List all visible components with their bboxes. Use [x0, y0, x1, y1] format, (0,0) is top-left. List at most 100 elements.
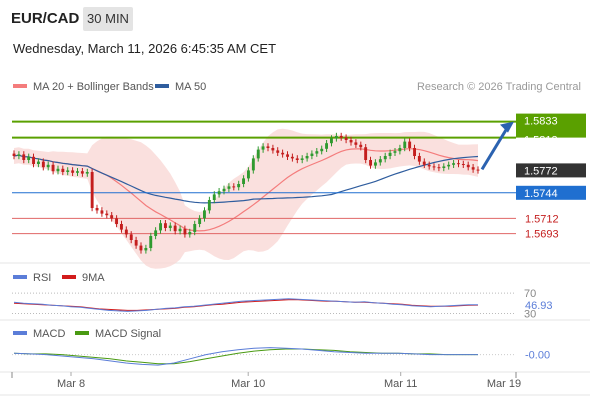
candle-body	[432, 166, 436, 168]
candle-body	[139, 245, 143, 251]
candle-body	[305, 156, 309, 159]
legend-swatch-9ma	[62, 275, 76, 279]
candle-body	[120, 224, 123, 230]
candle-body	[61, 168, 65, 172]
candle-body	[27, 156, 31, 160]
candle-body	[66, 170, 70, 172]
datetime-label: Wednesday, March 11, 2026 6:45:35 AM CET	[13, 41, 277, 56]
candle-body	[330, 138, 333, 144]
candle-body	[457, 163, 460, 165]
candle-body	[173, 225, 177, 232]
candle-body	[466, 164, 470, 168]
candle-body	[124, 229, 128, 235]
legend-swatch-ma20	[13, 84, 27, 88]
candle-body	[144, 248, 148, 251]
candle-body	[56, 168, 60, 172]
candle-body	[41, 161, 45, 168]
candle-body	[17, 154, 21, 156]
rsi-last-label: 46.93	[525, 300, 553, 312]
legend-macd-label: MACD	[33, 328, 65, 340]
candle-body	[334, 136, 338, 139]
candle-body	[447, 164, 451, 167]
forecast-arrow	[480, 125, 510, 171]
candle-body	[188, 232, 192, 235]
candle-body	[76, 171, 79, 173]
candle-body	[403, 141, 407, 148]
candle-body	[154, 230, 158, 236]
candle-body	[349, 140, 353, 143]
legend-rsi-label: RSI	[33, 272, 51, 284]
candle-body	[115, 218, 118, 224]
candle-body	[383, 156, 387, 160]
candle-body	[256, 149, 260, 159]
candle-body	[471, 167, 475, 170]
candle-body	[232, 186, 236, 188]
legend-ma20-label: MA 20 + Bollinger Bands	[33, 81, 154, 93]
candle-body	[164, 223, 167, 228]
x-tick-label: Mar 10	[231, 378, 265, 390]
candle-body	[110, 215, 114, 219]
candle-body	[168, 225, 172, 228]
ma50-level-box	[516, 185, 586, 200]
legend-swatch-macd-signal	[75, 331, 89, 335]
candle-body	[476, 169, 480, 171]
legend-swatch-macd	[13, 331, 27, 335]
candle-body	[364, 147, 368, 160]
candle-body	[129, 234, 133, 240]
candle-body	[90, 172, 94, 208]
candle-body	[212, 194, 216, 200]
rsi-level-label: 70	[524, 288, 536, 300]
timeframe-button[interactable]: 30 MIN	[83, 7, 133, 31]
candle-body	[222, 188, 226, 192]
legend-swatch-ma50	[155, 84, 169, 88]
rsi-level-label: 30	[524, 309, 536, 321]
support-label-1.5712: 1.5712	[525, 213, 559, 225]
candle-body	[178, 228, 182, 232]
candle-body	[100, 210, 104, 214]
ma50-line	[13, 154, 479, 204]
candle-body	[388, 152, 392, 156]
price-panel: 1.5833 1.5813 1.5772 1.5744 1.5712 1.5693	[12, 113, 586, 269]
candle-body	[320, 148, 324, 152]
candle-body	[437, 167, 441, 169]
candle-body	[422, 161, 426, 165]
candle-body	[325, 143, 328, 149]
pivot-label-box	[516, 113, 586, 138]
candle-body	[315, 151, 319, 154]
candle-body	[207, 200, 211, 211]
candle-body	[310, 153, 314, 156]
candle-body	[276, 150, 280, 153]
candle-body	[295, 158, 299, 160]
candle-body	[51, 164, 55, 172]
candle-body	[237, 184, 241, 188]
macd-signal-line	[13, 348, 478, 365]
candle-body	[22, 154, 26, 160]
candle-body	[442, 166, 446, 168]
candle-body	[354, 142, 358, 145]
credit-text: Research © 2026 Trading Central	[417, 81, 581, 93]
x-tick-label: Mar 19	[487, 378, 521, 390]
candle-body	[261, 146, 265, 150]
candle-body	[183, 228, 187, 235]
candle-body	[452, 163, 455, 165]
candle-body	[247, 170, 250, 179]
candle-body	[203, 210, 206, 219]
macd-panel: -0.00	[12, 347, 550, 366]
candle-body	[95, 208, 99, 211]
legend-swatch-rsi	[13, 275, 27, 279]
candle-body	[369, 160, 372, 166]
candle-body	[242, 178, 245, 184]
candle-body	[393, 151, 397, 153]
candle-body	[398, 148, 402, 152]
candle-body	[266, 146, 270, 148]
candle-body	[271, 148, 275, 151]
x-axis: Mar 8 Mar 10 Mar 11 Mar 19	[11, 372, 521, 390]
candle-body	[290, 156, 294, 159]
current-price-box	[516, 163, 586, 178]
candle-body	[227, 186, 231, 189]
forecast-arrowhead	[500, 121, 514, 133]
level-label-1.5813: 1.5813	[524, 135, 558, 147]
candle-body	[378, 159, 382, 163]
candle-body	[281, 152, 285, 155]
